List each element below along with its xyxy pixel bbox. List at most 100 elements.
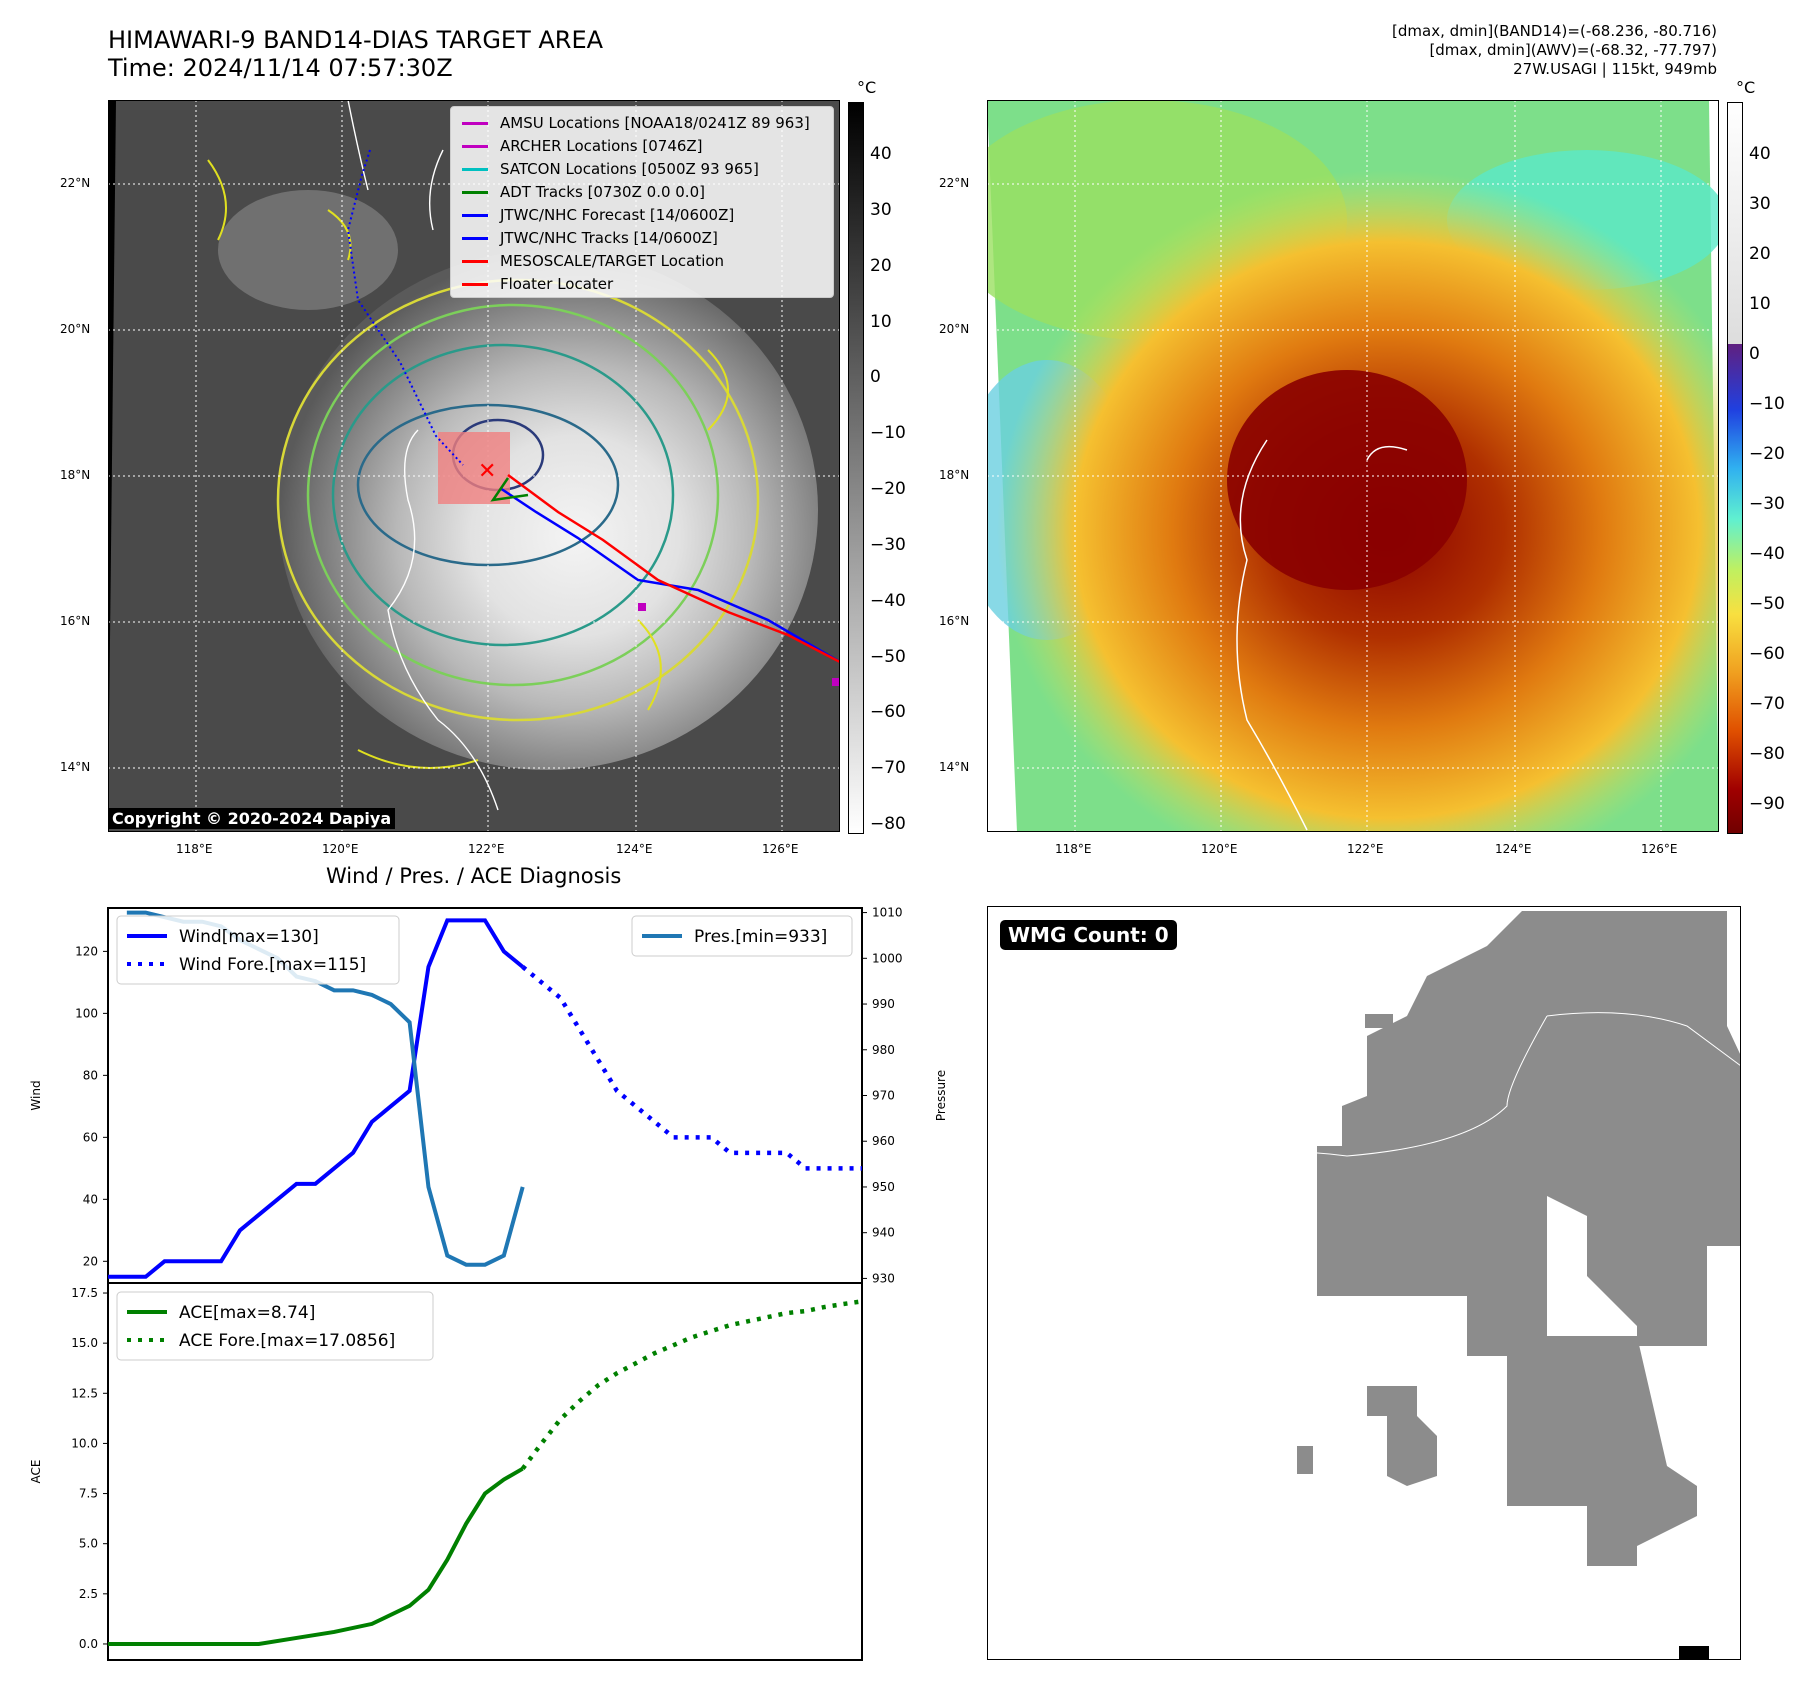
best-track bbox=[499, 486, 840, 664]
map-legend-item: ARCHER Locations [0746Z] bbox=[462, 137, 703, 155]
map-legend-item: MESOSCALE/TARGET Location bbox=[462, 252, 724, 270]
series-line bbox=[108, 918, 524, 1279]
y-right-tick-label: 980 bbox=[872, 1043, 895, 1057]
y-tick-label: 10.0 bbox=[71, 1436, 98, 1450]
map-legend-item: SATCON Locations [0500Z 93 965] bbox=[462, 160, 759, 178]
wmg-coastline bbox=[1106, 1012, 1741, 1157]
chart-legend-label: Wind Fore.[max=115] bbox=[179, 955, 366, 975]
y-right-tick-label: 1010 bbox=[872, 906, 903, 920]
archer-marker bbox=[638, 603, 646, 611]
legend-swatch bbox=[462, 168, 488, 171]
awv-colorbar-tick: 20 bbox=[1749, 244, 1771, 264]
lon-label: 124°E bbox=[616, 842, 653, 856]
lat-label: 16°N bbox=[939, 614, 970, 628]
lon-label: 122°E bbox=[1347, 842, 1384, 856]
awv-colorbar-tick: −30 bbox=[1749, 494, 1785, 514]
forecast-track bbox=[346, 149, 464, 466]
legend-label: SATCON Locations [0500Z 93 965] bbox=[500, 160, 759, 178]
wmg-panel bbox=[987, 906, 1741, 1660]
info-line-2: [dmax, dmin](AWV)=(-68.32, -77.797) bbox=[1429, 41, 1717, 59]
awv-satellite-map bbox=[987, 100, 1719, 832]
legend-label: ARCHER Locations [0746Z] bbox=[500, 137, 703, 155]
legend-swatch bbox=[462, 122, 488, 125]
awv-core bbox=[1227, 370, 1467, 590]
lat-label: 22°N bbox=[60, 176, 91, 190]
ir-colorbar-tick: −50 bbox=[870, 646, 906, 667]
legend-swatch bbox=[462, 214, 488, 217]
ir-colorbar-tick: −60 bbox=[870, 702, 906, 723]
awv-colorbar-tick: −20 bbox=[1749, 444, 1785, 464]
y-tick-label: 12.5 bbox=[71, 1386, 98, 1400]
diagnosis-title: Wind / Pres. / ACE Diagnosis bbox=[326, 864, 622, 888]
lon-label: 118°E bbox=[1055, 842, 1092, 856]
lat-label: 20°N bbox=[939, 322, 970, 336]
contour-teal bbox=[331, 343, 675, 647]
ir-colorbar-tick: 0 bbox=[870, 367, 881, 388]
adt-track bbox=[490, 477, 529, 502]
ir-nodata-edge bbox=[108, 100, 116, 820]
ir-colorbar-tick: −40 bbox=[870, 590, 906, 611]
wmg-region-fleck bbox=[1365, 1014, 1393, 1028]
y-tick-label: 20 bbox=[83, 1254, 98, 1268]
wmg-region-sw bbox=[1367, 1386, 1437, 1486]
lat-label: 18°N bbox=[60, 468, 91, 482]
y-right-tick-label: 970 bbox=[872, 1089, 895, 1103]
legend-swatch bbox=[462, 283, 488, 286]
y-axis-label: ACE bbox=[29, 1460, 43, 1484]
y-right-tick-label: 930 bbox=[872, 1271, 895, 1285]
series-line bbox=[108, 1466, 524, 1646]
wmg-count-badge: WMG Count: 0 bbox=[1000, 920, 1177, 950]
lon-label: 126°E bbox=[762, 842, 799, 856]
y-tick-label: 120 bbox=[75, 944, 98, 958]
legend-swatch bbox=[462, 260, 488, 263]
series-line bbox=[520, 1299, 863, 1471]
ir-colorbar-tick: 40 bbox=[870, 144, 892, 164]
map-legend-item: JTWC/NHC Forecast [14/0600Z] bbox=[462, 206, 734, 224]
wmg-corner-block bbox=[1679, 1646, 1709, 1660]
y-tick-label: 100 bbox=[75, 1006, 98, 1020]
legend-swatch bbox=[462, 145, 488, 148]
map-legend-item: AMSU Locations [NOAA18/0241Z 89 963] bbox=[462, 114, 810, 132]
legend-swatch bbox=[462, 237, 488, 240]
lon-label: 120°E bbox=[322, 842, 359, 856]
y-axis-label: Wind bbox=[29, 1080, 43, 1110]
y-right-tick-label: 940 bbox=[872, 1226, 895, 1240]
awv-colorbar-tick: −80 bbox=[1749, 744, 1785, 764]
legend-label: JTWC/NHC Forecast [14/0600Z] bbox=[500, 206, 735, 224]
chart-legend-label: ACE[max=8.74] bbox=[179, 1303, 315, 1323]
legend-swatch bbox=[462, 191, 488, 194]
ir-colorbar bbox=[848, 102, 864, 834]
lon-label: 126°E bbox=[1641, 842, 1678, 856]
y-tick-label: 60 bbox=[83, 1130, 98, 1144]
awv-gridlines bbox=[987, 100, 1719, 832]
awv-colorbar-tick: −60 bbox=[1749, 644, 1785, 664]
awv-colorbar-tick: −70 bbox=[1749, 694, 1785, 714]
awv-colorbar-tick: −90 bbox=[1749, 794, 1785, 814]
lat-label: 22°N bbox=[939, 176, 970, 190]
figure-title: HIMAWARI-9 BAND14-DIAS TARGET AREA Time:… bbox=[108, 26, 603, 82]
lat-label: 16°N bbox=[60, 614, 91, 628]
ir-colorbar-tick: −80 bbox=[870, 814, 906, 834]
y-right-tick-label: 990 bbox=[872, 997, 895, 1011]
lon-label: 122°E bbox=[468, 842, 505, 856]
storm-info: [dmax, dmin](BAND14)=(-68.236, -80.716) … bbox=[1392, 22, 1717, 79]
amsu-marker bbox=[832, 678, 840, 686]
ir-colorbar-tick: 10 bbox=[870, 311, 892, 332]
ir-colorbar-tick: −70 bbox=[870, 758, 906, 779]
y-right-tick-label: 950 bbox=[872, 1180, 895, 1194]
awv-colorbar-tick: 10 bbox=[1749, 294, 1771, 314]
y-tick-label: 2.5 bbox=[79, 1587, 98, 1601]
chart-legend-label: Wind[max=130] bbox=[179, 927, 319, 947]
target-marker: ✕ bbox=[478, 459, 496, 484]
y-right-tick-label: 960 bbox=[872, 1134, 895, 1148]
map-legend bbox=[450, 106, 834, 298]
chart-legend bbox=[116, 1291, 434, 1361]
ir-colorbar-unit: °C bbox=[857, 78, 877, 97]
wmg-region-main bbox=[1317, 911, 1741, 1566]
series-line bbox=[521, 965, 862, 1171]
y-right-axis-label: Pressure bbox=[934, 1070, 948, 1121]
ir-colorbar-tick: 30 bbox=[870, 199, 892, 220]
awv-colorbar-tick: −40 bbox=[1749, 544, 1785, 564]
lat-label: 20°N bbox=[60, 322, 91, 336]
